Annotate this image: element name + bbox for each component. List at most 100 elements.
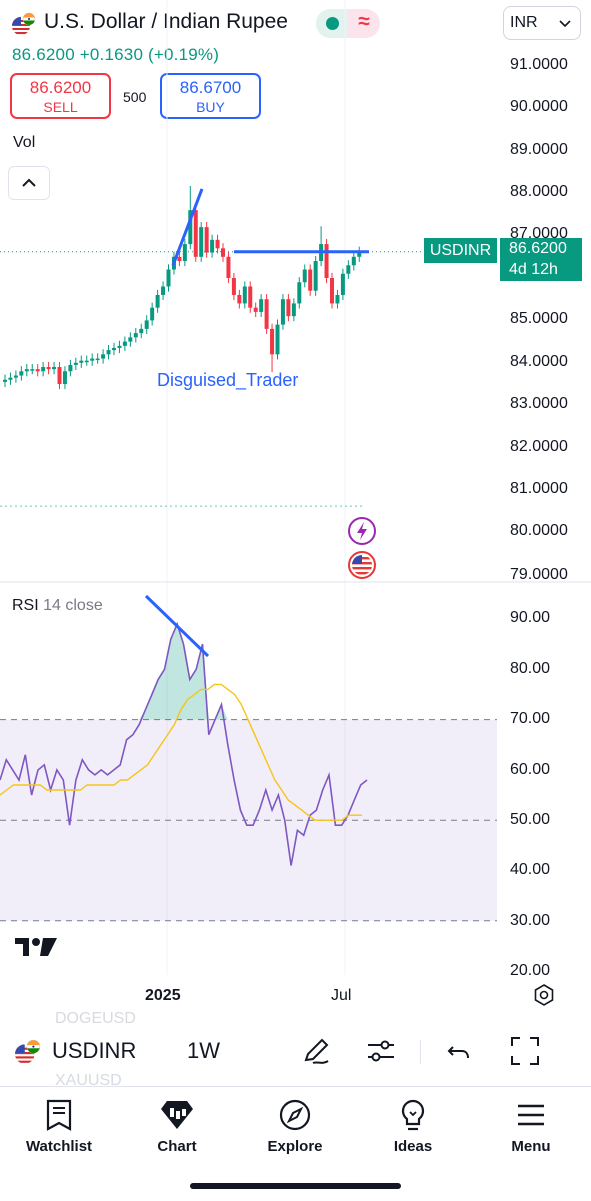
candle-body [155, 294, 160, 308]
indicators-icon[interactable] [364, 1034, 398, 1073]
price-tick: 88.0000 [510, 183, 568, 200]
collapse-button[interactable] [8, 166, 50, 200]
symbol-title: U.S. Dollar / Indian Rupee [44, 10, 288, 33]
lot-size[interactable]: 500 [123, 89, 147, 105]
divider [420, 1040, 421, 1064]
rsi-line [0, 621, 368, 866]
candle-body [253, 307, 258, 312]
tab-explore[interactable]: Explore [240, 1097, 350, 1155]
candle-body [231, 278, 236, 295]
ghost-symbol: XAUUSD [55, 1072, 122, 1089]
chart-mode-toggle[interactable]: ≈ [316, 9, 380, 38]
chevron-down-icon [559, 20, 571, 28]
volume-label[interactable]: Vol [13, 134, 36, 151]
candle-body [35, 369, 40, 372]
undo-icon[interactable] [444, 1036, 474, 1071]
lightning-event-icon[interactable] [347, 516, 377, 551]
tab-chart[interactable]: Chart [122, 1097, 232, 1155]
candle-body [30, 369, 35, 371]
candle-body [182, 244, 187, 262]
currency-select[interactable]: INR [503, 6, 581, 40]
tab-ideas[interactable]: Ideas [358, 1097, 468, 1155]
rsi-tick: 40.00 [510, 861, 551, 878]
home-indicator [190, 1183, 401, 1189]
candle-body [210, 239, 215, 253]
price-tick: 81.0000 [510, 480, 568, 497]
tab-label: Ideas [393, 1138, 433, 1155]
candle-body [144, 320, 149, 329]
candle-body [286, 299, 291, 317]
rsi-legend[interactable]: RSI 14 close [12, 597, 103, 615]
interval-selector[interactable]: 1W [187, 1038, 220, 1063]
candle-body [177, 256, 182, 262]
dot-icon [326, 17, 339, 30]
candle-body [117, 345, 122, 348]
price-tick: 80.0000 [510, 522, 568, 539]
usd-inr-flag-icon [11, 12, 36, 36]
candle-body [62, 371, 67, 384]
sell-price: 86.6200 [29, 78, 92, 97]
candle-body [357, 251, 362, 257]
candle-body [351, 256, 356, 266]
last-price-badge: 86.6200 4d 12h [500, 238, 582, 281]
currency-value: INR [510, 14, 538, 31]
candle-body [199, 227, 204, 257]
candle-body [13, 375, 18, 378]
candle-body [95, 358, 100, 361]
candle-body [221, 248, 225, 257]
price-tick: 91.0000 [510, 56, 568, 73]
tab-label: Watchlist [25, 1138, 93, 1155]
symbol-selector[interactable]: USDINR [52, 1038, 137, 1063]
tradingview-logo[interactable] [15, 936, 59, 963]
watchlist-icon [46, 1099, 72, 1131]
symbol-price-badge: USDINR [424, 238, 497, 263]
candle-body [133, 333, 138, 338]
fullscreen-icon[interactable] [509, 1035, 541, 1072]
candle-body [8, 377, 13, 380]
candle-body [79, 360, 84, 363]
lightbulb-icon [401, 1099, 425, 1131]
candle-body [193, 210, 198, 257]
tab-menu[interactable]: Menu [476, 1097, 586, 1155]
tab-watchlist[interactable]: Watchlist [4, 1097, 114, 1155]
chart-icon [161, 1101, 193, 1129]
price-tick: 79.0000 [510, 566, 568, 583]
candle-body [73, 362, 78, 365]
candle-body [215, 239, 220, 249]
rsi-tick: 70.00 [510, 710, 551, 727]
tab-label: Chart [157, 1138, 197, 1155]
rsi-tick: 30.00 [510, 912, 551, 929]
buy-button[interactable]: 86.6700 BUY [160, 73, 261, 119]
candle-body [90, 358, 95, 361]
candle-body [324, 244, 329, 278]
tab-label: Explore [267, 1138, 323, 1155]
candle-body [19, 371, 24, 376]
compass-icon [279, 1099, 311, 1131]
us-flag-event-icon[interactable] [347, 550, 377, 585]
candle-body [335, 294, 340, 304]
candle-body [275, 324, 280, 355]
candle-body [270, 328, 275, 355]
sell-label: SELL [43, 99, 78, 115]
price-trendline [171, 188, 204, 266]
candle-body [3, 379, 7, 382]
candle-body [161, 286, 166, 295]
candle-body [112, 347, 116, 351]
rsi-title: RSI [12, 597, 39, 614]
draw-pen-icon[interactable] [300, 1034, 334, 1073]
price-tick: 85.0000 [510, 310, 568, 327]
candle-body [57, 367, 62, 384]
candle-body [308, 269, 313, 291]
candle-body [330, 278, 334, 304]
gear-icon[interactable] [533, 984, 555, 1011]
sell-button[interactable]: 86.6200 SELL [10, 73, 111, 119]
rsi-ma-line [0, 683, 362, 821]
rsi-divergence-line [144, 594, 210, 658]
candle-body [242, 286, 247, 304]
candle-body [297, 282, 302, 304]
candle-body [248, 286, 253, 308]
price-chart[interactable] [0, 0, 591, 1010]
usd-inr-flag-icon [15, 1039, 41, 1070]
rsi-overbought-fill [0, 624, 367, 720]
price-tick: 87.0000 [510, 225, 568, 242]
